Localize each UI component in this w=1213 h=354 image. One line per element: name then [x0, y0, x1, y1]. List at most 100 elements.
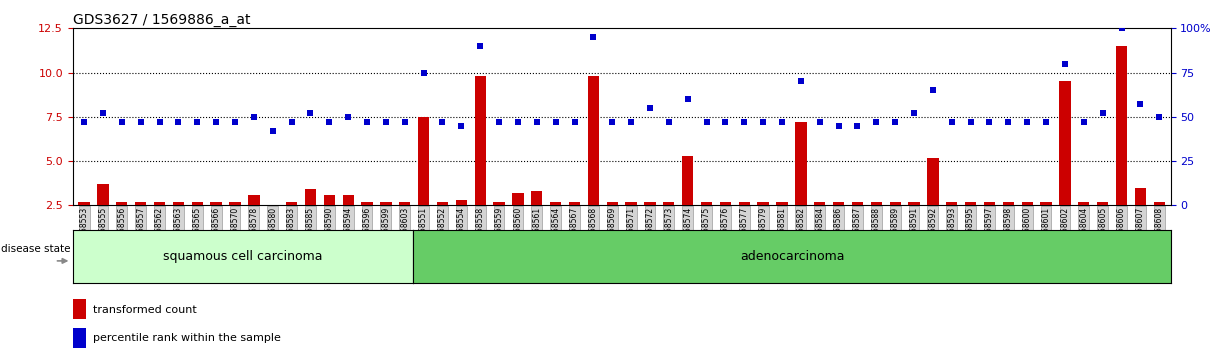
Bar: [437, 202, 448, 205]
Point: [848, 123, 867, 129]
Point: [828, 123, 848, 129]
Bar: [606, 202, 617, 205]
Point: [528, 119, 547, 125]
Bar: [1021, 202, 1032, 205]
Point: [471, 43, 490, 49]
Text: squamous cell carcinoma: squamous cell carcinoma: [164, 250, 323, 263]
Bar: [833, 202, 844, 205]
Point: [980, 119, 1000, 125]
Point: [1093, 110, 1112, 116]
Point: [791, 79, 810, 84]
Bar: [73, 299, 86, 319]
Point: [565, 119, 585, 125]
Point: [93, 110, 113, 116]
Bar: [719, 202, 731, 205]
Point: [1150, 114, 1169, 120]
Point: [583, 34, 603, 40]
Bar: [1003, 202, 1014, 205]
Bar: [116, 202, 127, 205]
Bar: [474, 76, 486, 205]
Point: [263, 128, 283, 134]
Point: [640, 105, 660, 111]
Point: [376, 119, 395, 125]
Bar: [682, 156, 694, 205]
Bar: [1154, 202, 1164, 205]
Bar: [946, 202, 957, 205]
Bar: [588, 76, 599, 205]
Point: [1074, 119, 1093, 125]
Point: [281, 119, 301, 125]
Bar: [456, 200, 467, 205]
Bar: [549, 202, 562, 205]
Point: [226, 119, 245, 125]
Point: [659, 119, 678, 125]
Bar: [701, 202, 712, 205]
Point: [150, 119, 170, 125]
Point: [923, 87, 943, 93]
Point: [943, 119, 962, 125]
Point: [188, 119, 207, 125]
Bar: [73, 328, 86, 348]
Point: [773, 119, 792, 125]
Bar: [97, 184, 109, 205]
Bar: [796, 122, 807, 205]
Bar: [852, 202, 864, 205]
Text: transformed count: transformed count: [92, 305, 197, 315]
Bar: [757, 202, 769, 205]
Bar: [324, 195, 335, 205]
Bar: [644, 202, 655, 205]
Point: [1036, 119, 1055, 125]
Bar: [380, 202, 392, 205]
Bar: [1078, 202, 1089, 205]
Bar: [361, 202, 372, 205]
Point: [206, 119, 226, 125]
Point: [1055, 61, 1075, 67]
Bar: [79, 202, 90, 205]
Point: [753, 119, 773, 125]
Point: [358, 119, 377, 125]
Bar: [889, 202, 901, 205]
Point: [716, 119, 735, 125]
Point: [998, 119, 1018, 125]
Point: [866, 119, 885, 125]
Bar: [966, 202, 976, 205]
Point: [905, 110, 924, 116]
Bar: [1116, 46, 1127, 205]
Bar: [211, 202, 222, 205]
Point: [338, 114, 358, 120]
Bar: [739, 202, 750, 205]
Point: [244, 114, 263, 120]
Bar: [286, 202, 297, 205]
Text: adenocarcinoma: adenocarcinoma: [740, 250, 844, 263]
Point: [678, 96, 697, 102]
Point: [1131, 102, 1150, 107]
Point: [696, 119, 716, 125]
Bar: [192, 202, 203, 205]
Bar: [909, 202, 919, 205]
Bar: [776, 202, 787, 205]
Text: disease state: disease state: [1, 244, 70, 254]
Bar: [418, 117, 429, 205]
Bar: [1097, 202, 1109, 205]
Bar: [229, 202, 240, 205]
Bar: [249, 195, 260, 205]
Point: [603, 119, 622, 125]
Bar: [1041, 202, 1052, 205]
Point: [810, 119, 830, 125]
Bar: [569, 202, 580, 205]
Point: [508, 119, 528, 125]
Point: [1112, 25, 1132, 31]
Point: [74, 119, 93, 125]
Point: [414, 70, 433, 75]
Bar: [304, 189, 317, 205]
Bar: [494, 202, 505, 205]
Point: [735, 119, 754, 125]
Bar: [172, 202, 184, 205]
Bar: [871, 202, 882, 205]
Point: [131, 119, 150, 125]
Bar: [1134, 188, 1146, 205]
Bar: [135, 202, 147, 205]
Point: [1018, 119, 1037, 125]
Point: [301, 110, 320, 116]
Point: [961, 119, 980, 125]
